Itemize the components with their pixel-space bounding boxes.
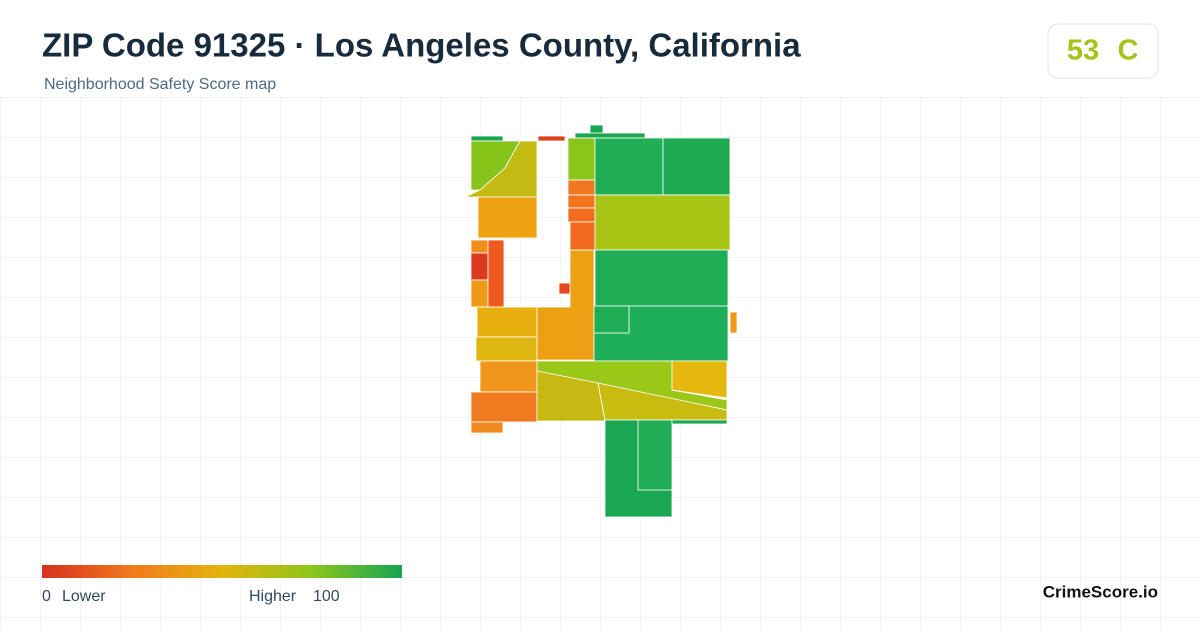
title: ZIP Code 91325 · Los Angeles County, Cal… [42,27,801,64]
region [567,179,596,196]
legend-max-label: Higher [249,588,297,605]
zip-map [464,124,738,518]
region [594,194,731,251]
region [729,311,738,334]
score-value: 53 [1067,35,1099,67]
subtitle: Neighborhood Safety Score map [44,76,276,93]
region [470,421,504,434]
region [464,140,538,198]
region [594,249,729,307]
region [477,196,538,239]
legend-min: 0 [42,588,51,605]
legend-max: 100 [313,588,340,605]
region [470,279,489,308]
region [671,419,728,425]
region [470,252,489,281]
region [470,135,504,142]
legend-gradient [42,565,402,578]
region [487,239,505,308]
region [470,391,538,423]
legend-min-label: Lower [62,588,106,605]
region [567,194,596,209]
region [470,239,489,254]
region [479,360,538,393]
region [567,137,596,181]
region [476,306,538,338]
region [593,305,630,334]
region [662,137,731,196]
region [637,419,673,491]
region [574,132,646,139]
region [569,221,596,251]
score-badge [1047,23,1159,79]
region [594,137,664,196]
score-grade: C [1118,35,1139,67]
region [475,336,538,362]
region [537,135,566,142]
region [567,207,596,223]
region [671,360,728,399]
region [558,282,571,295]
brand: CrimeScore.io [1043,582,1158,601]
